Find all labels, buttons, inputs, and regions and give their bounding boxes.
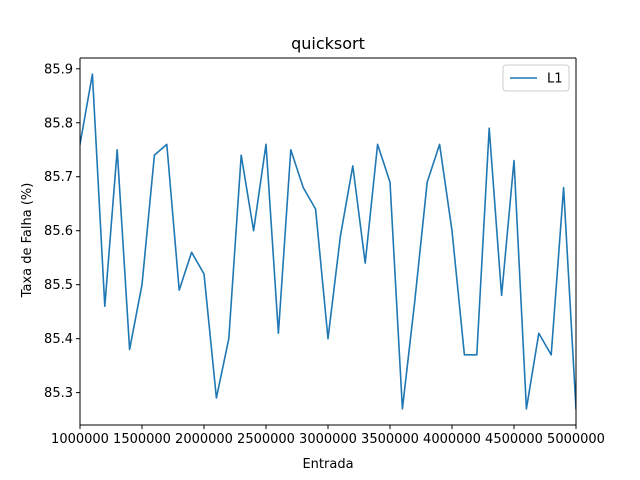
x-tick-label: 5000000 — [547, 432, 605, 447]
series-layer — [80, 73, 576, 410]
y-tick-label: 85.6 — [44, 224, 73, 239]
y-tick-label: 85.7 — [44, 170, 73, 185]
chart-title: quicksort — [291, 34, 365, 53]
y-tick-label: 85.9 — [44, 62, 73, 77]
x-tick-label: 1000000 — [51, 432, 109, 447]
x-tick-label: 4000000 — [423, 432, 481, 447]
legend: L1 — [502, 64, 570, 92]
x-tick-label: 2500000 — [237, 432, 295, 447]
x-tick-label: 2000000 — [175, 432, 233, 447]
y-axis-label: Taxa de Falha (%) — [20, 183, 35, 299]
x-axis-label: Entrada — [302, 457, 353, 472]
y-tick-label: 85.3 — [44, 386, 73, 401]
x-tick-label: 4500000 — [485, 432, 543, 447]
y-tick-label: 85.5 — [44, 278, 73, 293]
y-tick-label: 85.8 — [44, 116, 73, 131]
x-tick-label: 1500000 — [113, 432, 171, 447]
x-tick-label: 3500000 — [361, 432, 419, 447]
ticks-layer: 1000000 1500000 2000000 2500000 3000000 35000… — [44, 62, 605, 447]
y-tick-label: 85.4 — [44, 332, 73, 347]
x-tick-label: 3000000 — [299, 432, 357, 447]
legend-label-l1: L1 — [547, 72, 563, 87]
series-line-l1 — [80, 73, 576, 410]
